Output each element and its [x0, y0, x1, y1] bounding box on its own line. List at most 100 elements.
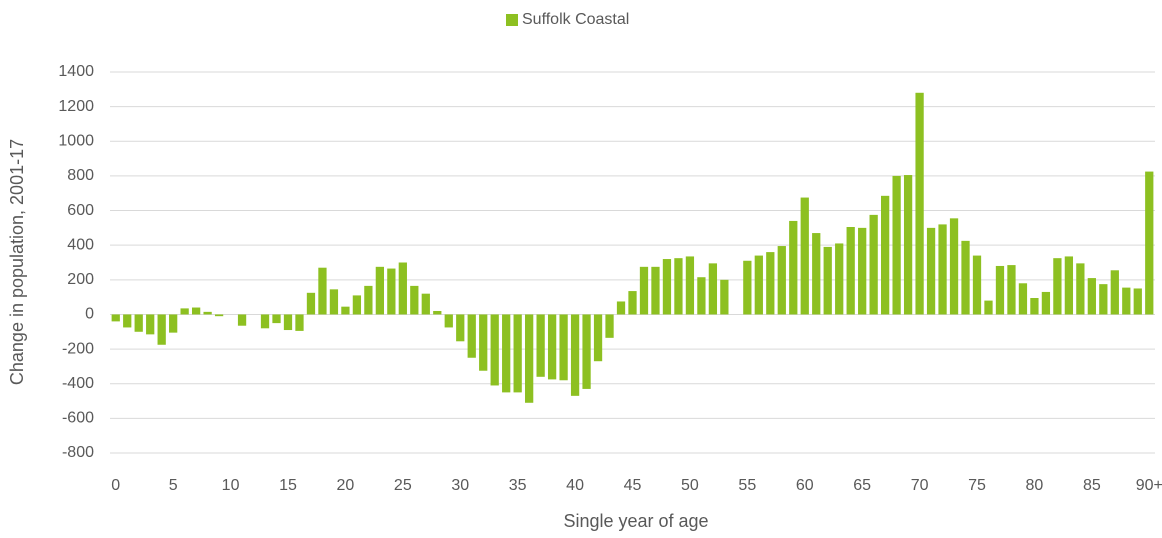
x-tick-label: 15	[279, 477, 297, 494]
y-tick-label: 200	[67, 271, 94, 288]
bar	[525, 314, 534, 403]
bar	[835, 243, 844, 315]
bar	[938, 224, 947, 315]
bar	[191, 307, 201, 315]
bar	[1145, 171, 1154, 315]
bar	[869, 214, 878, 315]
x-axis-title: Single year of age	[563, 511, 708, 531]
bar	[1076, 263, 1085, 315]
bar	[892, 175, 901, 315]
bar	[1087, 278, 1096, 315]
bar	[295, 314, 304, 331]
bar	[812, 233, 821, 315]
bar	[1053, 258, 1062, 315]
bar	[582, 314, 591, 389]
bar	[697, 277, 706, 315]
y-tick-label: 0	[85, 306, 94, 323]
bar	[1041, 291, 1051, 315]
x-tick-label: 90+	[1136, 477, 1162, 494]
x-tick-label: 20	[337, 477, 355, 494]
y-tick-label: 1000	[58, 132, 94, 149]
bar	[766, 252, 775, 315]
bar	[984, 300, 993, 315]
x-tick-label: 45	[624, 477, 642, 494]
bar	[628, 291, 637, 315]
bar	[754, 255, 763, 315]
bar	[157, 314, 166, 345]
bar	[789, 220, 798, 315]
bar	[479, 314, 488, 371]
bar	[674, 258, 683, 315]
bar	[708, 263, 718, 315]
bar	[800, 197, 809, 315]
x-tick-label: 70	[911, 477, 929, 494]
bar	[502, 314, 511, 393]
x-tick-label: 50	[681, 477, 699, 494]
bar	[972, 255, 982, 315]
bar	[536, 314, 545, 377]
bar	[616, 301, 626, 315]
x-tick-label: 80	[1026, 477, 1044, 494]
bar	[433, 310, 442, 315]
x-tick-label: 35	[509, 477, 527, 494]
bar	[134, 314, 143, 332]
bar	[1007, 265, 1016, 315]
bar	[260, 314, 270, 329]
bar	[1133, 288, 1142, 315]
bar	[651, 266, 660, 315]
y-tick-label: 1200	[58, 98, 94, 115]
bar	[949, 218, 959, 315]
bar	[467, 314, 476, 358]
y-axis-title: Change in population, 2001-17	[7, 139, 27, 385]
bar	[272, 314, 281, 324]
bar	[593, 314, 603, 362]
bar	[1030, 298, 1039, 315]
bar	[180, 308, 189, 315]
bar	[1064, 256, 1074, 315]
bar	[777, 246, 786, 315]
bar	[111, 314, 120, 322]
bar	[456, 314, 465, 342]
bar	[146, 314, 155, 335]
y-tick-label: -800	[62, 444, 94, 461]
bar	[1018, 283, 1028, 315]
bar	[341, 306, 350, 315]
bar	[318, 267, 327, 315]
bar	[421, 293, 430, 315]
bar	[605, 314, 614, 338]
y-tick-label: -600	[62, 410, 94, 427]
bar	[387, 268, 396, 315]
bar	[398, 262, 407, 315]
bar	[123, 314, 132, 328]
bar	[490, 314, 499, 386]
x-tick-label: 30	[451, 477, 469, 494]
bar	[1122, 287, 1131, 315]
x-tick-label: 0	[111, 477, 120, 494]
x-tick-label: 10	[222, 477, 240, 494]
y-tick-label: -200	[62, 340, 94, 357]
x-tick-label: 25	[394, 477, 412, 494]
bar	[846, 226, 855, 315]
bar	[214, 314, 224, 317]
bar	[559, 314, 568, 381]
x-tick-label: 60	[796, 477, 814, 494]
x-tick-label: 85	[1083, 477, 1101, 494]
y-tick-label: 400	[67, 236, 94, 253]
x-tick-label: 5	[169, 477, 178, 494]
bar	[926, 227, 936, 315]
bar	[720, 279, 729, 315]
bar	[203, 311, 212, 315]
bar	[743, 260, 752, 315]
bar	[375, 266, 384, 315]
y-tick-label: 800	[67, 167, 94, 184]
x-tick-label: 40	[566, 477, 584, 494]
bar	[169, 314, 178, 333]
bar	[570, 314, 580, 396]
bar	[329, 289, 339, 315]
x-tick-label: 75	[968, 477, 986, 494]
y-tick-label: 600	[67, 202, 94, 219]
bar	[639, 266, 649, 315]
y-tick-label: 1400	[58, 63, 94, 80]
bar	[995, 265, 1005, 315]
bar	[547, 314, 557, 380]
